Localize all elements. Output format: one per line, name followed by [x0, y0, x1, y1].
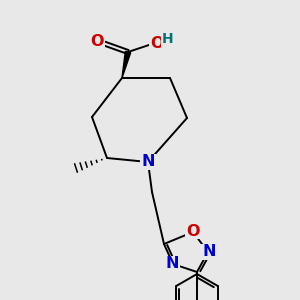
Text: N: N [141, 154, 155, 169]
Text: O: O [90, 34, 104, 50]
Text: N: N [202, 244, 216, 260]
Text: H: H [162, 32, 174, 46]
Text: O: O [186, 224, 200, 238]
Text: O: O [150, 35, 164, 50]
Polygon shape [122, 51, 131, 78]
Text: N: N [165, 256, 179, 272]
